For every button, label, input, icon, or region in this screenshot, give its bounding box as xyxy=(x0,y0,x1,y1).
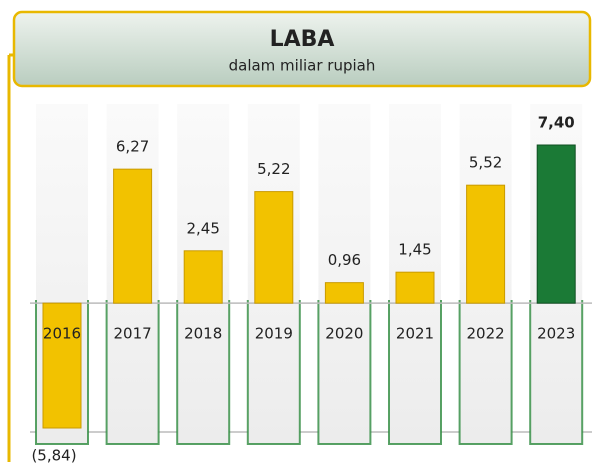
value-label: (5,84) xyxy=(31,447,76,465)
value-label: 7,40 xyxy=(538,114,575,132)
x-tick-label: 2022 xyxy=(467,325,505,343)
value-label: 5,22 xyxy=(257,160,290,178)
x-tick-label: 2019 xyxy=(255,325,293,343)
title-box xyxy=(12,10,592,88)
value-label: 0,96 xyxy=(328,251,361,269)
bar xyxy=(183,250,223,304)
column-border xyxy=(35,300,89,445)
value-label: 5,52 xyxy=(469,154,502,172)
x-tick-label: 2017 xyxy=(114,325,152,343)
bar xyxy=(324,282,364,304)
bar xyxy=(113,168,153,304)
column-border xyxy=(246,300,301,445)
bar xyxy=(254,191,294,304)
chart-title: LABA xyxy=(270,27,335,52)
column-border xyxy=(105,300,160,445)
bar xyxy=(42,302,82,429)
bar xyxy=(395,271,435,304)
column-border xyxy=(529,300,584,445)
x-tick-label: 2018 xyxy=(184,325,222,343)
x-tick-label: 2020 xyxy=(325,325,363,343)
x-tick-label: 2021 xyxy=(396,325,434,343)
x-tick-label: 2023 xyxy=(537,325,575,343)
column-border xyxy=(317,300,372,445)
column-bg xyxy=(318,104,371,444)
column-border xyxy=(176,300,231,445)
column-border xyxy=(458,300,513,445)
chart-subtitle: dalam miliar rupiah xyxy=(229,57,376,75)
bar xyxy=(536,144,576,304)
value-label: 2,45 xyxy=(186,219,219,237)
value-label: 1,45 xyxy=(398,241,431,259)
value-label: 6,27 xyxy=(116,138,149,156)
x-tick-label: 2016 xyxy=(43,325,81,343)
bar xyxy=(466,184,506,304)
column-border xyxy=(388,300,442,445)
